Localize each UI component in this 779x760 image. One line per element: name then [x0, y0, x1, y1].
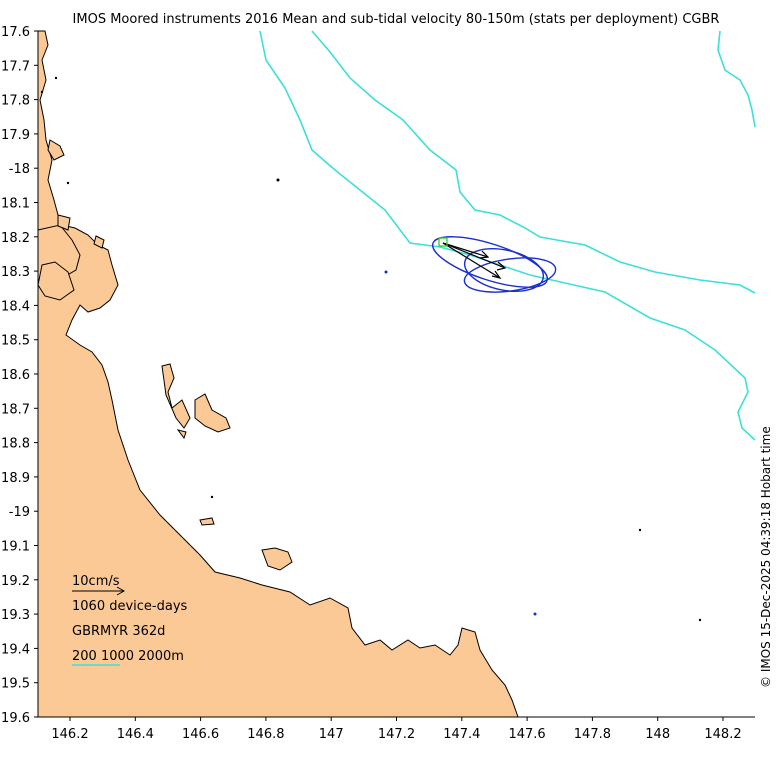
landmass [37, 30, 519, 718]
arrowhead [496, 261, 507, 271]
y-tick-label: 17.8 [1, 94, 30, 109]
isobath-legend-label: 200 1000 2000m [72, 649, 184, 664]
reef-dot [698, 618, 702, 622]
x-tick-label: 147.6 [508, 727, 545, 742]
reef-dots [40, 76, 702, 622]
map-title: IMOS Moored instruments 2016 Mean and su… [73, 12, 720, 27]
y-tick-label: 17.9 [1, 128, 30, 143]
x-tick-label: 146.2 [51, 727, 88, 742]
palm-island-2 [194, 393, 231, 433]
site-label: GBRMYR 362d [72, 624, 165, 639]
reef-dot [40, 90, 44, 94]
island-north-1 [47, 139, 65, 161]
y-tick-label: 18.3 [1, 265, 30, 280]
isobath-contours [259, 30, 756, 441]
y-tick-label: 18.8 [1, 437, 30, 452]
mean-velocity-vectors [442, 242, 507, 279]
magnetic-island [261, 547, 293, 571]
reef-dot [54, 76, 58, 80]
y-tick-label: 18.2 [1, 231, 30, 246]
x-tick-label: 147.4 [443, 727, 480, 742]
y-tick-label: 18.5 [1, 334, 30, 349]
x-tick-label: 147.8 [574, 727, 611, 742]
reef-dot [533, 612, 537, 616]
y-tick-label: 17.6 [1, 25, 30, 40]
y-tick-label: 19.4 [1, 642, 30, 657]
y-axis: 17.6 17.7 17.8 17.9 -18 18.1 18.2 18.3 18.4 18.5 1… [1, 25, 38, 726]
x-tick-label: 148.2 [704, 727, 741, 742]
arrow-icon [442, 242, 501, 279]
arrow-icon [442, 242, 506, 269]
x-tick-label: 146.6 [182, 727, 219, 742]
y-tick-label: 18.7 [1, 402, 30, 417]
x-tick-label: 146.8 [247, 727, 284, 742]
y-tick-label: 19.3 [1, 608, 30, 623]
hinchinbrook-island [37, 261, 75, 301]
reef-dot [210, 495, 214, 499]
island-north-3 [93, 235, 105, 249]
y-tick-label: 18.4 [1, 299, 30, 314]
y-tick-label: 19.5 [1, 677, 30, 692]
mainland-coast [37, 30, 519, 718]
y-tick-label: -18 [9, 162, 30, 177]
x-tick-label: 148 [645, 727, 670, 742]
velocity-ellipses [431, 236, 557, 293]
device-days-label: 1060 device-days [72, 599, 188, 614]
legend: 10cm/s 1060 device-days GBRMYR 362d 200 … [72, 574, 188, 666]
reef-dot [638, 528, 642, 532]
y-tick-label: 18.1 [1, 197, 30, 212]
isobath-1000m [311, 30, 756, 294]
credit-text: © IMOS 15-Dec-2025 04:39:18 Hobart time [759, 426, 773, 688]
scale-label: 10cm/s [72, 574, 120, 589]
reef-dot [66, 181, 70, 185]
reef-dot [276, 178, 280, 182]
y-tick-label: -19 [9, 505, 30, 520]
y-tick-label: 19.1 [1, 540, 30, 555]
isobath-200m [259, 30, 756, 441]
x-axis: 146.2 146.4 146.6 146.8 147 147.2 147.4 147.6 14… [51, 717, 742, 742]
arrowhead [479, 250, 490, 259]
arrowhead [491, 270, 502, 279]
y-tick-label: 19.6 [1, 711, 30, 726]
y-tick-label: 17.7 [1, 59, 30, 74]
x-tick-label: 147 [319, 727, 344, 742]
x-tick-label: 147.2 [378, 727, 415, 742]
y-tick-label: 18.9 [1, 471, 30, 486]
variance-ellipse-2 [463, 248, 545, 292]
arrowhead [116, 586, 126, 596]
variance-ellipse-3 [463, 257, 557, 293]
arrow-icon [442, 242, 489, 258]
island-south [199, 517, 215, 526]
island-mid [176, 429, 187, 440]
x-tick-label: 146.4 [117, 727, 154, 742]
y-tick-label: 18.6 [1, 368, 30, 383]
palm-island-1 [161, 363, 191, 429]
isobath-2000m [717, 30, 756, 128]
island-north-2 [57, 214, 71, 231]
square-marker-icon [438, 237, 448, 247]
y-tick-label: 19.2 [1, 574, 30, 589]
reef-dot [384, 270, 388, 274]
